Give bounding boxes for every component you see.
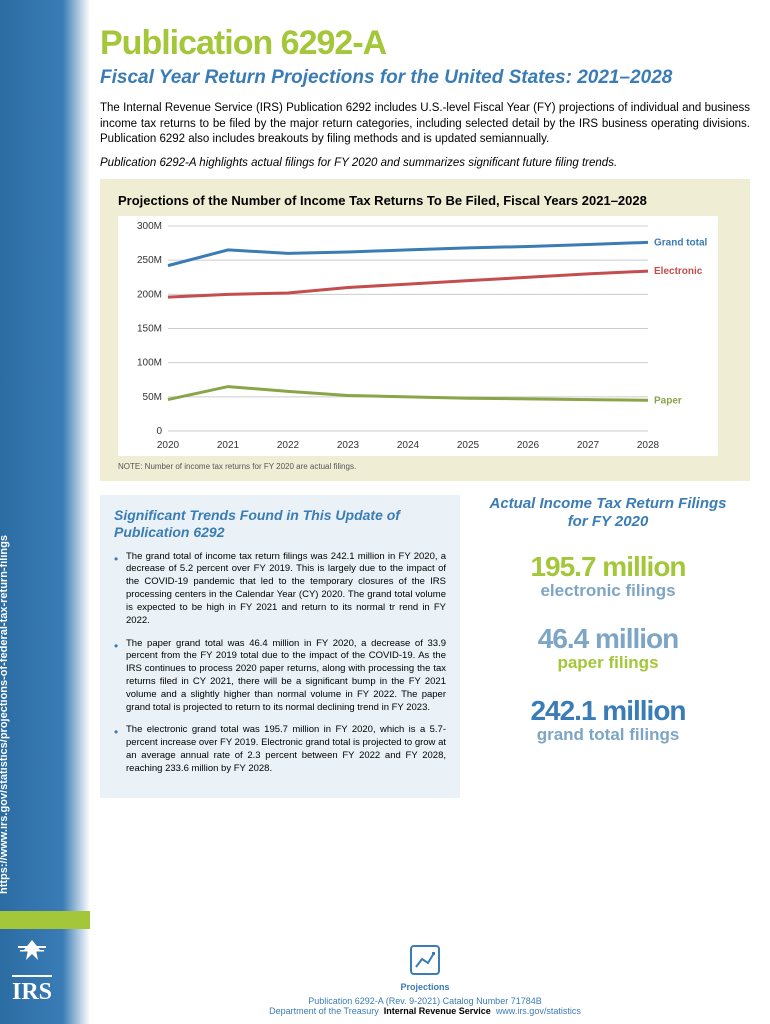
chart-title: Projections of the Number of Income Tax … (118, 193, 732, 208)
stat-label: electronic filings (478, 581, 738, 601)
svg-text:2022: 2022 (277, 440, 300, 451)
stat-number: 195.7 million (478, 551, 738, 583)
svg-text:300M: 300M (137, 221, 162, 232)
svg-text:2021: 2021 (217, 440, 240, 451)
svg-text:Paper: Paper (654, 395, 682, 406)
svg-text:150M: 150M (137, 324, 162, 335)
svg-text:2023: 2023 (337, 440, 360, 451)
stat-number: 46.4 million (478, 623, 738, 655)
svg-text:250M: 250M (137, 255, 162, 266)
trend-bullet: The electronic grand total was 195.7 mil… (114, 724, 446, 775)
intro-paragraph-2: Publication 6292-A highlights actual fil… (100, 156, 750, 172)
svg-text:2028: 2028 (637, 440, 660, 451)
svg-text:Electronic: Electronic (654, 266, 703, 277)
svg-text:2024: 2024 (397, 440, 420, 451)
svg-text:2027: 2027 (577, 440, 600, 451)
publication-title: Publication 6292-A (100, 24, 750, 63)
stat-label: grand total filings (478, 725, 738, 745)
subtitle: Fiscal Year Return Projections for the U… (100, 67, 750, 89)
stat-block: 46.4 millionpaper filings (478, 623, 738, 673)
footer: Projections Publication 6292-A (Rev. 9-2… (100, 945, 750, 1016)
svg-text:200M: 200M (137, 289, 162, 300)
intro-paragraph-1: The Internal Revenue Service (IRS) Publi… (100, 101, 750, 148)
svg-text:2025: 2025 (457, 440, 480, 451)
irs-logo-text: IRS (12, 975, 52, 1006)
svg-text:Grand total: Grand total (654, 237, 708, 248)
stat-block: 242.1 milliongrand total filings (478, 695, 738, 745)
trend-bullet: The grand total of income tax return fil… (114, 551, 446, 628)
projections-label: Projections (100, 982, 750, 992)
trend-bullet: The paper grand total was 46.4 million i… (114, 638, 446, 715)
footer-line-1: Publication 6292-A (Rev. 9-2021) Catalog… (100, 996, 750, 1006)
sidebar: Statistics of Income https://www.irs.gov… (0, 0, 90, 1024)
svg-text:0: 0 (156, 426, 162, 437)
footer-line-2: Department of the Treasury Internal Reve… (100, 1006, 750, 1016)
trends-column: Significant Trends Found in This Update … (100, 495, 460, 798)
sidebar-url: https://www.irs.gov/statistics/projectio… (0, 535, 10, 894)
two-column-section: Significant Trends Found in This Update … (100, 495, 750, 798)
stat-label: paper filings (478, 653, 738, 673)
stats-title: Actual Income Tax Return Filings for FY … (478, 495, 738, 531)
irs-logo: IRS (12, 936, 52, 1006)
projections-icon (410, 945, 440, 975)
stat-number: 242.1 million (478, 695, 738, 727)
main-content: Publication 6292-A Fiscal Year Return Pr… (100, 24, 750, 798)
line-chart: 0 50M 100M 150M 200M 250M 300M 2020 2021 2022 2023… (118, 216, 718, 456)
eagle-icon (12, 936, 52, 973)
svg-text:2026: 2026 (517, 440, 540, 451)
svg-text:100M: 100M (137, 358, 162, 369)
sidebar-accent-bar (0, 911, 90, 929)
svg-text:2020: 2020 (157, 440, 180, 451)
stats-column: Actual Income Tax Return Filings for FY … (478, 495, 738, 798)
stat-block: 195.7 millionelectronic filings (478, 551, 738, 601)
sidebar-rotated-text: Statistics of Income https://www.irs.gov… (0, 535, 10, 894)
chart-note: NOTE: Number of income tax returns for F… (118, 462, 732, 471)
svg-text:50M: 50M (143, 392, 162, 403)
chart-container: Projections of the Number of Income Tax … (100, 179, 750, 481)
trends-title: Significant Trends Found in This Update … (114, 507, 446, 541)
